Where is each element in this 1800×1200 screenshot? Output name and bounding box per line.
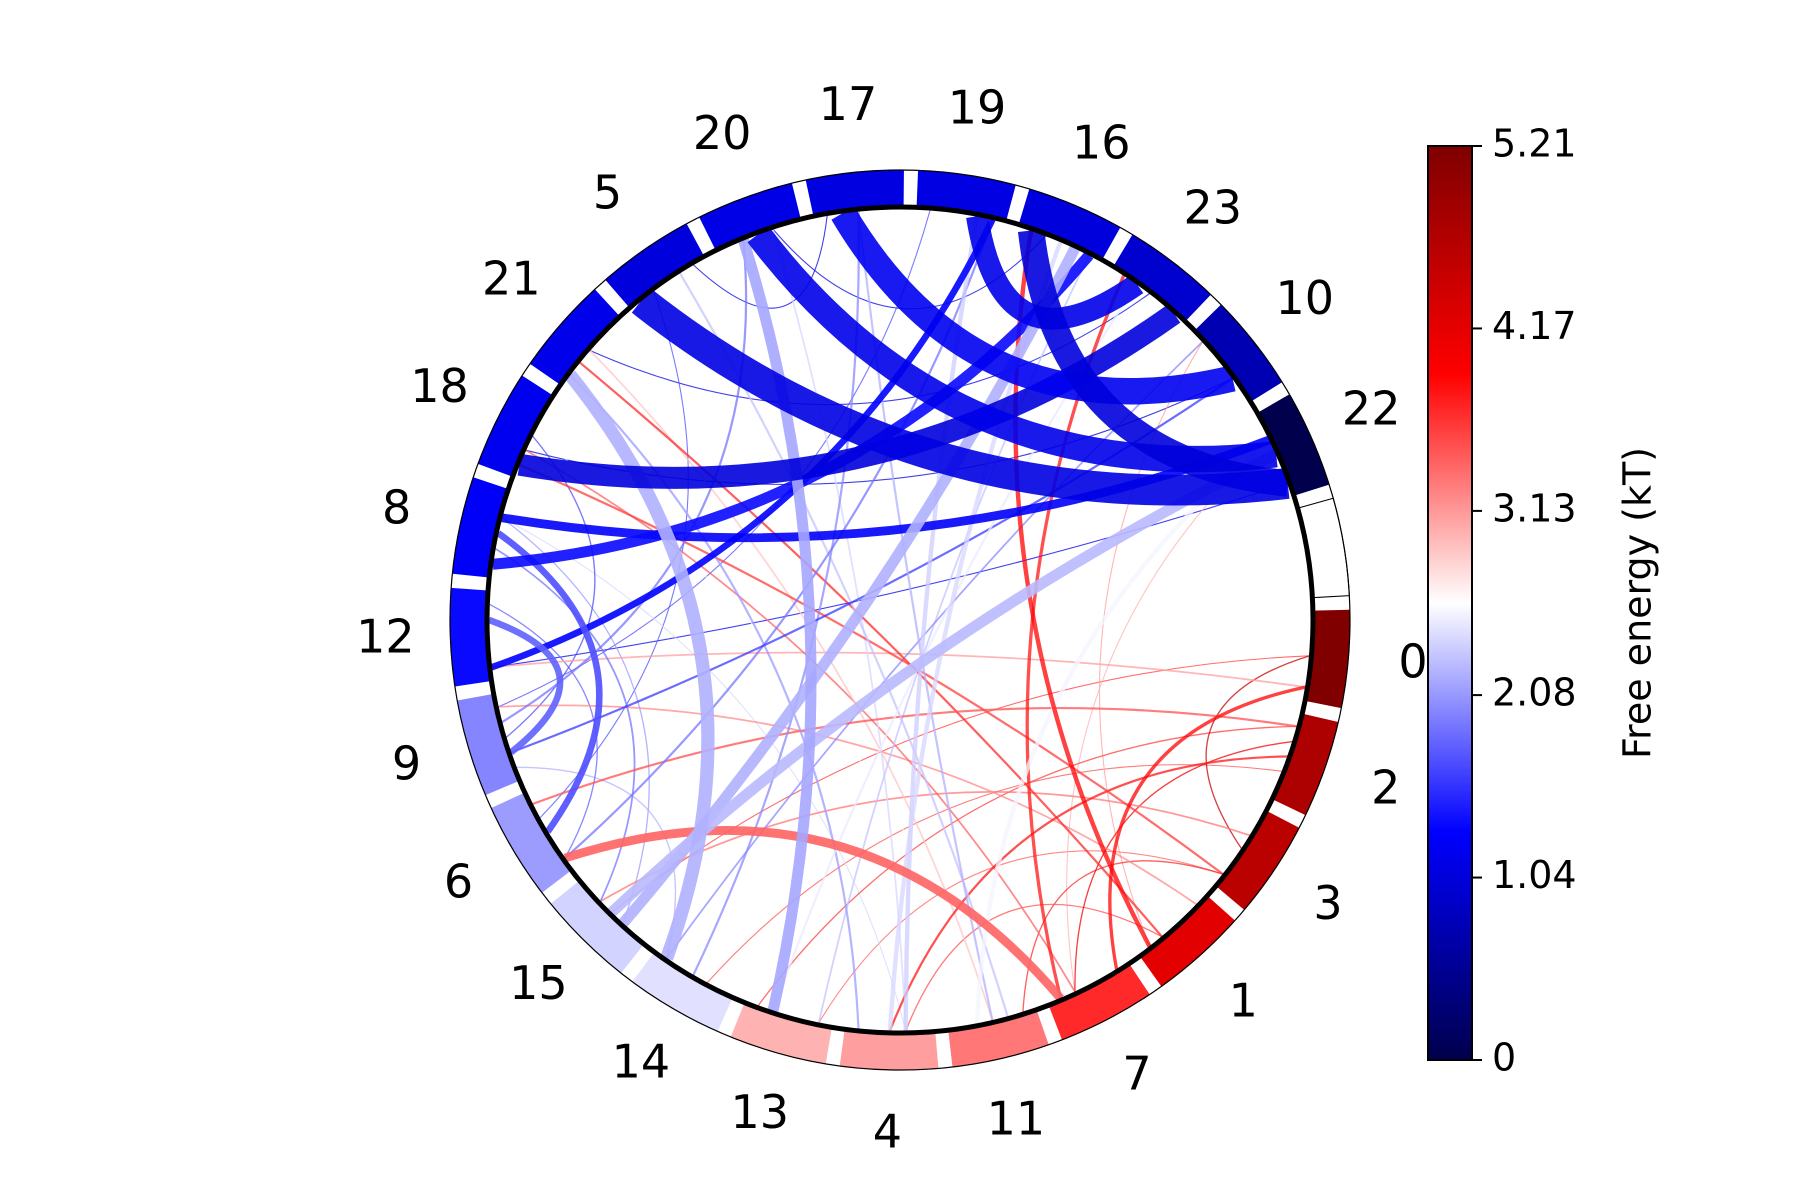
node-label-16: 16 <box>1072 115 1131 169</box>
chord-link-6-2 <box>532 706 1298 806</box>
colorbar-title: Free energy (kT) <box>1616 447 1660 759</box>
colorbar-tick-label: 4.17 <box>1492 304 1577 348</box>
node-label-4: 4 <box>873 1104 902 1158</box>
node-segment-20 <box>699 183 801 251</box>
node-label-11: 11 <box>987 1091 1046 1145</box>
chord-link-21-14 <box>564 370 715 961</box>
chord-link-21-4 <box>569 374 860 1029</box>
node-label-2: 2 <box>1371 761 1400 815</box>
node-label-5: 5 <box>593 166 622 220</box>
node-segment-16 <box>1018 188 1121 260</box>
node-segment-2 <box>1272 713 1339 816</box>
node-segment-23 <box>1113 234 1211 322</box>
chord-link-2-13 <box>757 725 1298 1007</box>
node-label-12: 12 <box>356 609 415 663</box>
chord-link-21-1 <box>578 361 1163 938</box>
colorbar-tick-label: 1.04 <box>1492 853 1577 897</box>
node-label-7: 7 <box>1122 1047 1151 1101</box>
colorbar: 0 1.04 2.08 3.13 4.17 5.21 Free energy (kT) <box>1427 122 1660 1080</box>
node-segment-13 <box>730 1002 832 1064</box>
node-segment-3 <box>1215 810 1300 910</box>
node-segment-17 <box>805 170 904 217</box>
chord-link-0-7 <box>1108 685 1306 970</box>
node-segment-7 <box>1048 963 1150 1040</box>
chord-link-0-3 <box>1205 655 1310 850</box>
chord-link-5-17 <box>692 215 828 309</box>
chord-link-1-10 <box>1098 341 1204 947</box>
node-label-0: 0 <box>1398 634 1427 688</box>
node-label-19: 19 <box>948 80 1007 134</box>
node-label-6: 6 <box>444 855 473 909</box>
node-segment-8 <box>452 477 509 578</box>
node-label-18: 18 <box>410 359 469 413</box>
node-segment-21 <box>530 289 620 385</box>
colorbar-tick-label: 5.21 <box>1492 122 1577 166</box>
node-segment-1 <box>1139 895 1235 987</box>
chord-link-1-4 <box>905 903 1163 1032</box>
colorbar-tick-label: 3.13 <box>1492 486 1577 530</box>
node-segment-0 <box>1304 609 1350 709</box>
node-label-3: 3 <box>1313 876 1342 930</box>
node-label-10: 10 <box>1275 271 1334 325</box>
chord-link-7-18 <box>525 449 1076 993</box>
chord-link-2-4 <box>888 755 1288 1032</box>
chord-link-12-6 <box>488 603 598 859</box>
node-label-14: 14 <box>612 1035 671 1089</box>
colorbar-gradient <box>1427 145 1473 1061</box>
chord-link-17-10 <box>831 206 1236 405</box>
node-label-22: 22 <box>1342 382 1401 436</box>
chord-link-2-7 <box>1074 740 1293 992</box>
inner-ring <box>484 204 1316 1036</box>
node-label-17: 17 <box>819 77 878 131</box>
node-label-1: 1 <box>1229 973 1258 1027</box>
chord-link-12-9 <box>487 616 564 756</box>
node-segment-12 <box>449 587 492 687</box>
chord-link-22-5 <box>631 288 1290 506</box>
chord-link-7-22 <box>1066 439 1270 992</box>
chord-link-6-7 <box>563 826 1064 1002</box>
node-segment-10 <box>1194 304 1283 402</box>
node-segment-6 <box>491 792 572 893</box>
node-segment-9 <box>457 693 520 796</box>
colorbar-tick-label: 0 <box>1492 1036 1516 1080</box>
chord-link-19-23 <box>966 214 1144 330</box>
chord-link-8-6 <box>496 530 603 834</box>
chord-link-1-9 <box>498 704 1198 906</box>
node-segment-4 <box>839 1029 939 1070</box>
colorbar-tick-label: 2.08 <box>1492 671 1577 715</box>
node-label-15: 15 <box>509 956 568 1010</box>
chord-link-18-3 <box>519 463 1224 876</box>
node-segment-5 <box>605 223 705 308</box>
chord-link-17-11 <box>857 210 994 1021</box>
node-label-20: 20 <box>693 106 752 160</box>
chord-link-20-13 <box>738 238 817 1013</box>
chord-link-9-14 <box>516 766 677 959</box>
node-segment-11 <box>948 1009 1049 1067</box>
node-segments <box>449 169 1351 1071</box>
chord-link-4-8 <box>501 517 907 1032</box>
node-label-9: 9 <box>392 737 421 791</box>
node-label-21: 21 <box>482 252 541 306</box>
node-segment-18 <box>477 375 554 477</box>
node-segment-14 <box>632 951 733 1032</box>
outer-ring <box>449 169 1351 1071</box>
node-segment-22 <box>1257 394 1330 496</box>
colorbar-ticks: 0 1.04 2.08 3.13 4.17 5.21 <box>1472 122 1577 1080</box>
chord-link-8-15 <box>501 517 650 924</box>
node-segment-15 <box>550 880 645 974</box>
chord-links <box>487 206 1310 1032</box>
node-label-23: 23 <box>1184 180 1243 234</box>
node-label-8: 8 <box>382 481 411 535</box>
node-label-13: 13 <box>731 1085 790 1139</box>
chord-link-14-2 <box>706 764 1283 984</box>
